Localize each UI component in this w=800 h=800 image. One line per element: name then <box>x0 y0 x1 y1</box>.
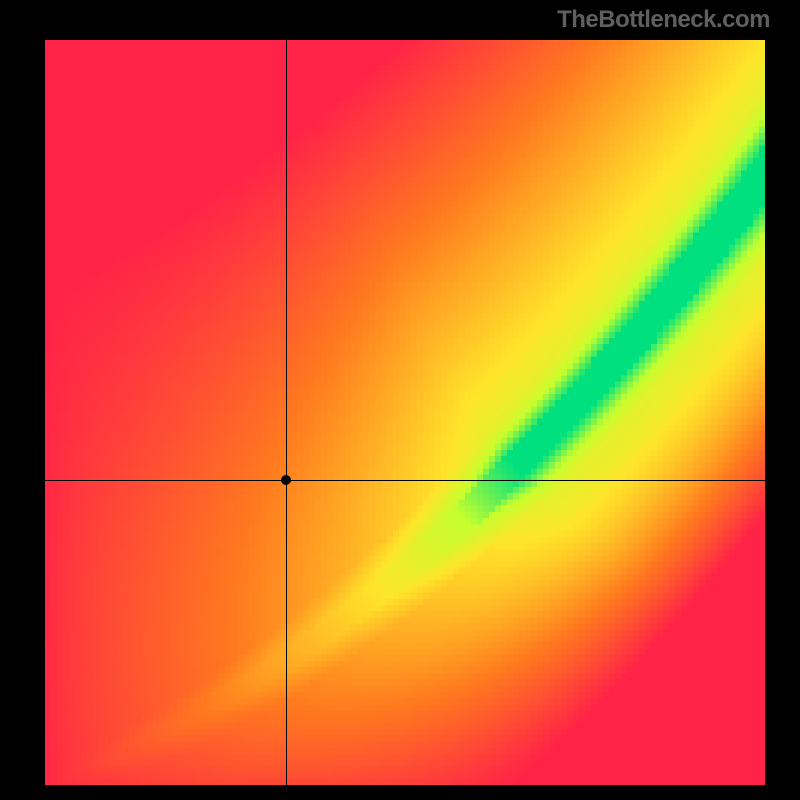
heatmap-plot <box>45 40 765 785</box>
watermark-text: TheBottleneck.com <box>557 6 770 34</box>
heatmap-canvas <box>45 40 765 785</box>
crosshair-horizontal <box>45 480 765 481</box>
crosshair-vertical <box>286 40 287 785</box>
marker-dot <box>281 475 291 485</box>
chart-frame: TheBottleneck.com <box>0 0 800 800</box>
